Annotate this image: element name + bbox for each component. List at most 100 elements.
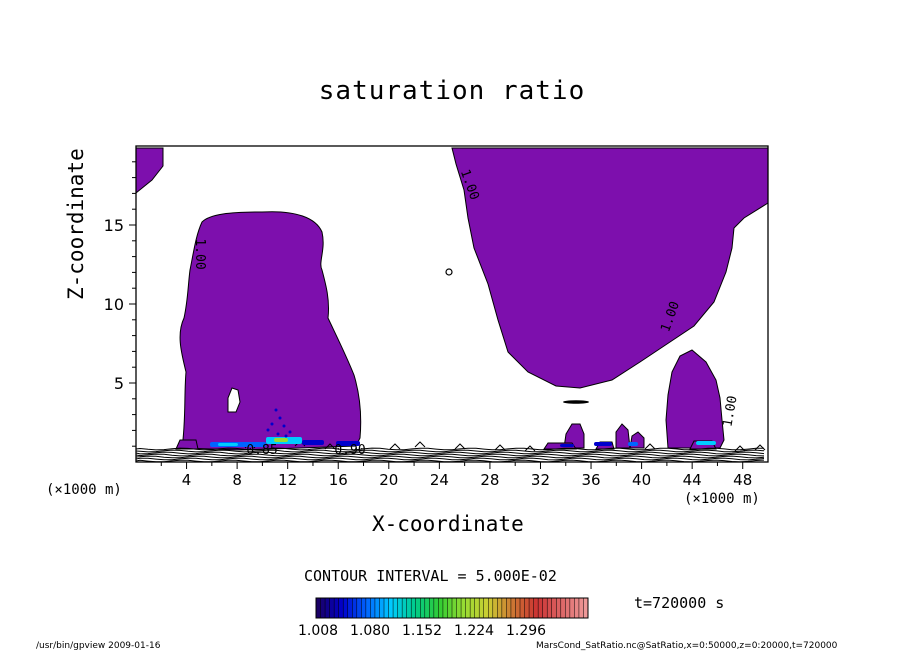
x-tick-label: 44 — [683, 471, 702, 489]
saturation-blob — [218, 443, 238, 446]
y-tick-label: 5 — [114, 374, 124, 393]
colorbar-cell — [374, 598, 380, 618]
colorbar-cell — [433, 598, 439, 618]
colorbar-cell — [447, 598, 453, 618]
colorbar-cell — [456, 598, 462, 618]
colorbar-cell — [551, 598, 557, 618]
y-tick-label: 10 — [104, 295, 124, 314]
colorbar-cell — [515, 598, 521, 618]
contour-small-ring — [445, 268, 453, 276]
y-axis-ticks: 5 10 15 — [104, 161, 136, 447]
saturation-blob — [594, 442, 612, 446]
region-hole — [227, 387, 241, 413]
colorbar-cell — [325, 598, 330, 618]
surface-bump — [324, 443, 336, 450]
saturation-blob — [336, 441, 360, 446]
region-small-39 — [615, 423, 631, 449]
x-unit-label-right: (×1000 m) — [684, 491, 760, 507]
footer-source: MarsCond_SatRatio.nc@SatRatio,x=0:50000,… — [536, 641, 838, 651]
x-tick-label: 24 — [430, 471, 449, 489]
x-axis-ticks: 4 8 12 16 20 24 28 32 36 40 44 48 — [160, 462, 752, 489]
x-tick-label: 20 — [379, 471, 398, 489]
colorbar-cell — [560, 598, 566, 618]
x-tick-label: 48 — [733, 471, 752, 489]
saturation-blob — [302, 440, 324, 445]
surface-bump — [454, 443, 466, 450]
region-surface-5 — [175, 439, 199, 450]
colorbar-cell — [329, 598, 335, 618]
colorbar-cell — [420, 598, 426, 618]
region-right-lobe — [665, 349, 725, 449]
colorbar-cell — [393, 598, 398, 618]
colorbar-cell — [334, 598, 340, 618]
contour-interval-label: CONTOUR INTERVAL = 5.000E-02 — [304, 567, 557, 585]
x-tick-label: 32 — [531, 471, 550, 489]
colorbar-cell — [415, 598, 421, 618]
surface-bump — [754, 444, 766, 451]
contour-label: 1.00 — [720, 395, 740, 428]
saturation-blob — [696, 441, 716, 445]
footer-program-date: /usr/bin/gpview 2009-01-16 — [36, 641, 161, 651]
colorbar-tick-label: 1.008 — [298, 623, 339, 639]
colorbar-cell — [556, 598, 562, 618]
surface-contour-line — [135, 455, 765, 459]
region-top-left — [135, 147, 164, 195]
saturation-dot — [282, 424, 286, 428]
region-small-34 — [563, 423, 585, 449]
colorbar-cell — [488, 598, 494, 618]
colorbar-cell — [406, 598, 412, 618]
colorbar-cell — [506, 598, 512, 618]
colorbar-cell — [379, 598, 385, 618]
saturation-regions — [135, 147, 769, 451]
region-right-big — [451, 147, 769, 389]
saturation-dot — [276, 432, 280, 436]
colorbar-cell — [461, 598, 466, 618]
saturation-dot — [288, 430, 292, 434]
y-axis-label: Z-coordinate — [64, 148, 88, 300]
surface-contour-line — [135, 449, 765, 453]
colorbar-tick-label: 1.080 — [350, 623, 391, 639]
colorbar-cell — [474, 598, 480, 618]
colorbar-cell — [578, 598, 584, 618]
colorbar-cell — [492, 598, 498, 618]
saturation-blob — [274, 438, 288, 442]
x-tick-label: 4 — [182, 471, 192, 489]
colorbar-cell — [388, 598, 394, 618]
colorbar-cell — [483, 598, 489, 618]
x-tick-label: 36 — [581, 471, 600, 489]
colorbar-cell — [361, 598, 367, 618]
x-unit-label-left: (×1000 m) — [46, 482, 122, 498]
surface-bump — [524, 445, 536, 452]
colorbar-cell — [565, 598, 571, 618]
colorbar-cell — [542, 598, 548, 618]
colorbar-cell — [347, 598, 353, 618]
colorbar-cell — [497, 598, 503, 618]
time-label: t=720000 s — [634, 594, 725, 612]
colorbar-cell — [397, 598, 403, 618]
x-axis-label: X-coordinate — [372, 512, 524, 536]
saturation-dot — [270, 422, 274, 426]
colorbar-cell — [479, 598, 485, 618]
surface-bump — [734, 445, 746, 452]
colorbar-cell — [429, 598, 435, 618]
region-left-plume — [179, 211, 362, 451]
colorbar-tick-label: 1.152 — [402, 623, 443, 639]
colorbar-cell — [520, 598, 525, 618]
saturation-dot — [274, 408, 278, 412]
surface-bump — [389, 443, 401, 450]
colorbar-cell — [529, 598, 534, 618]
colorbar-cell — [343, 598, 349, 618]
saturation-blob — [560, 444, 574, 447]
colorbar-cell — [352, 598, 358, 618]
surface-bump — [644, 443, 656, 450]
colorbar-cell — [583, 598, 589, 618]
x-tick-label: 16 — [329, 471, 348, 489]
colorbar-cell — [569, 598, 575, 618]
colorbar-cell — [524, 598, 530, 618]
surface-contour-line — [135, 453, 765, 457]
colorbar-cell — [356, 598, 362, 618]
surface-bump — [494, 444, 506, 451]
colorbar-cell — [465, 598, 471, 618]
surface-contour-line — [135, 457, 765, 461]
